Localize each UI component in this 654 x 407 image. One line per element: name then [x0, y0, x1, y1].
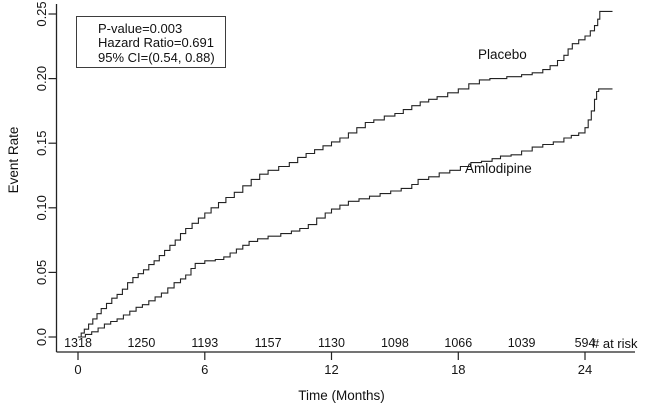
y-tick-label: 0.05	[34, 260, 49, 285]
stats-annotation-box: P-value=0.003 Hazard Ratio=0.691 95% CI=…	[76, 16, 226, 68]
km-curve-placebo	[78, 10, 613, 338]
risk-count: 1130	[318, 336, 345, 350]
x-tick-label: 18	[451, 362, 465, 377]
x-tick-label: 0	[74, 362, 81, 377]
y-tick-label: 0.0	[34, 328, 49, 346]
annotation-hazard-ratio: Hazard Ratio=0.691	[98, 35, 214, 51]
annotation-pvalue: P-value=0.003	[98, 21, 183, 36]
y-tick-label: 0.10	[34, 195, 49, 220]
y-tick-label: 0.25	[34, 1, 49, 26]
x-axis-title: Time (Months)	[298, 388, 385, 403]
risk-count: 1039	[508, 336, 536, 350]
y-tick-label: 0.15	[34, 131, 49, 156]
risk-count: 1098	[381, 336, 409, 350]
risk-count: 1318	[64, 336, 92, 350]
curve-label-placebo: Placebo	[478, 47, 527, 62]
risk-count: 1193	[191, 336, 218, 350]
annotation-confidence-interval: 95% CI=(0.54, 0.88)	[98, 49, 215, 65]
x-tick-label: 12	[324, 362, 338, 377]
y-tick-label: 0.20	[34, 66, 49, 91]
risk-count: 1157	[255, 336, 282, 350]
number-at-risk-label: # at risk	[592, 336, 638, 351]
risk-count: 1066	[444, 336, 472, 350]
risk-count: 594	[575, 336, 596, 350]
x-tick-label: 24	[578, 362, 592, 377]
km-curve-amlodipine	[78, 88, 613, 338]
curve-label-amlodipine: Amlodipine	[465, 161, 532, 176]
y-axis-title: Event Rate	[6, 126, 21, 194]
x-tick-label: 6	[201, 362, 208, 377]
risk-count: 1250	[127, 336, 155, 350]
